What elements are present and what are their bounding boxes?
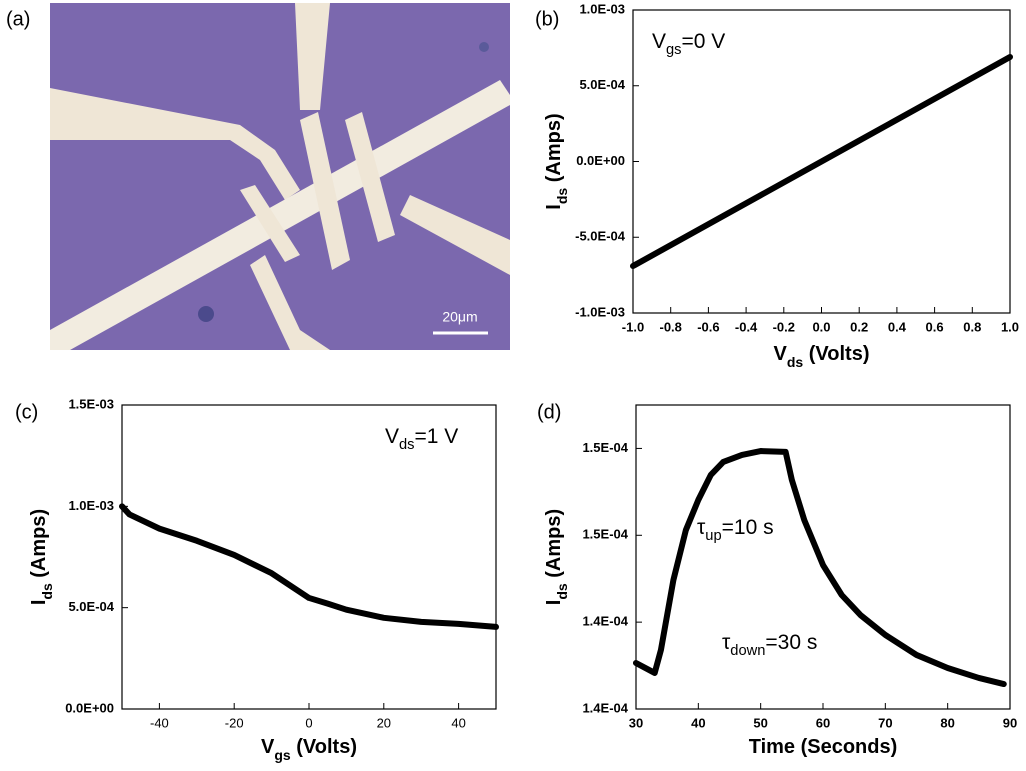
x-tick-label: 60 bbox=[816, 715, 830, 730]
annotation-tail: =0 V bbox=[682, 30, 726, 53]
annotation-main: V bbox=[652, 30, 666, 53]
x-tick-label: -0.4 bbox=[735, 319, 758, 334]
y-axis-label-tail: (Amps) bbox=[543, 509, 565, 583]
annotation: τup=10 s bbox=[697, 516, 774, 544]
y-tick-label: 1.4E-04 bbox=[582, 700, 628, 715]
y-tick-label: 1.4E-04 bbox=[582, 614, 628, 629]
x-tick-label: 30 bbox=[629, 715, 643, 730]
panel-label: (a) bbox=[6, 8, 30, 30]
x-tick-label: 0 bbox=[305, 715, 312, 730]
y-tick-label: 1.0E-03 bbox=[579, 1, 625, 16]
x-tick-label: -40 bbox=[150, 715, 169, 730]
annotation-sub: up bbox=[705, 528, 721, 544]
y-axis-label-sub: ds bbox=[39, 583, 55, 600]
y-tick-label: -1.0E-03 bbox=[575, 304, 625, 319]
panel-label: (d) bbox=[537, 401, 561, 423]
annotation: Vds=1 V bbox=[385, 425, 458, 453]
panel-label: (c) bbox=[15, 401, 38, 423]
annotation-sub: ds bbox=[399, 437, 415, 453]
x-tick-label: 80 bbox=[940, 715, 954, 730]
scale-bar-label: 20μm bbox=[442, 309, 477, 325]
annotation-sub: gs bbox=[666, 42, 682, 58]
micrograph: 20μm (a) bbox=[6, 3, 510, 350]
particle bbox=[198, 306, 214, 322]
y-axis-label: Ids (Amps) bbox=[28, 509, 54, 605]
y-axis-label-tail: (Amps) bbox=[543, 113, 565, 187]
page: 20μm (a) -1.0 -0.8 -0.6 -0.4 -0.2 0.0 0.2 0.4 0.… bbox=[0, 0, 1026, 771]
plot-frame bbox=[636, 405, 1010, 709]
x-tick-label: 20 bbox=[377, 715, 391, 730]
annotation-main: V bbox=[385, 425, 399, 448]
x-axis-label-main: V bbox=[261, 736, 275, 758]
x-axis-label: Time (Seconds) bbox=[749, 736, 898, 758]
x-tick-label: -20 bbox=[225, 715, 244, 730]
x-tick-label: 40 bbox=[691, 715, 705, 730]
x-tick-label: -1.0 bbox=[622, 319, 644, 334]
x-axis-label-tail: (Volts) bbox=[291, 736, 357, 758]
data-line bbox=[122, 506, 496, 627]
x-tick-label: 0.4 bbox=[888, 319, 907, 334]
x-tick-label: 0.0 bbox=[812, 319, 830, 334]
y-axis-label-sub: ds bbox=[554, 188, 570, 205]
x-axis-label-sub: gs bbox=[274, 747, 291, 763]
y-tick-label: 0.0E+00 bbox=[65, 700, 114, 715]
annotation-tail: =1 V bbox=[415, 425, 459, 448]
data-line bbox=[633, 57, 1010, 266]
x-axis-label-sub: ds bbox=[787, 354, 804, 370]
particle bbox=[479, 42, 489, 52]
plot-frame bbox=[122, 405, 496, 709]
y-tick-label: 1.0E-03 bbox=[68, 498, 114, 513]
x-axis-label-main: V bbox=[774, 343, 788, 365]
x-tick-label: 70 bbox=[878, 715, 892, 730]
x-tick-label: -0.8 bbox=[659, 319, 681, 334]
y-tick-label: 5.0E-04 bbox=[579, 77, 625, 92]
x-tick-label: 40 bbox=[451, 715, 465, 730]
y-axis-label-tail: (Amps) bbox=[28, 509, 50, 583]
y-tick-label: -5.0E-04 bbox=[575, 229, 626, 244]
x-tick-label: 0.8 bbox=[963, 319, 981, 334]
panel-label: (b) bbox=[535, 8, 559, 30]
y-tick-label: 1.5E-04 bbox=[582, 440, 628, 455]
x-tick-label: 1.0 bbox=[1001, 319, 1019, 334]
x-tick-label: 90 bbox=[1003, 715, 1017, 730]
x-tick-label: -0.2 bbox=[773, 319, 795, 334]
data-line bbox=[636, 451, 1004, 684]
annotation-tail: =30 s bbox=[765, 631, 817, 654]
y-axis-label-sub: ds bbox=[554, 583, 570, 600]
y-tick-label: 5.0E-04 bbox=[68, 599, 114, 614]
x-axis-label-main: Time (Seconds) bbox=[749, 736, 898, 758]
x-axis-label-tail: (Volts) bbox=[803, 343, 869, 365]
y-tick-label: 0.0E+00 bbox=[576, 153, 625, 168]
annotation-sub: down bbox=[730, 643, 765, 659]
annotation-tail: =10 s bbox=[722, 516, 774, 539]
x-axis-label: Vgs (Volts) bbox=[261, 736, 357, 762]
x-axis-label: Vds (Volts) bbox=[774, 343, 870, 369]
figure: 20μm (a) -1.0 -0.8 -0.6 -0.4 -0.2 0.0 0.2 0.4 0.… bbox=[0, 0, 1026, 771]
y-axis-label: Ids (Amps) bbox=[543, 113, 569, 209]
y-axis-label: Ids (Amps) bbox=[543, 509, 569, 605]
x-tick-label: 0.6 bbox=[926, 319, 944, 334]
y-tick-label: 1.5E-03 bbox=[68, 396, 114, 411]
x-tick-label: 50 bbox=[753, 715, 767, 730]
annotation: Vgs=0 V bbox=[652, 30, 725, 58]
x-tick-label: -0.6 bbox=[697, 319, 719, 334]
annotation: τdown=30 s bbox=[722, 631, 817, 659]
x-tick-label: 0.2 bbox=[850, 319, 868, 334]
y-tick-label: 1.5E-04 bbox=[582, 527, 628, 542]
